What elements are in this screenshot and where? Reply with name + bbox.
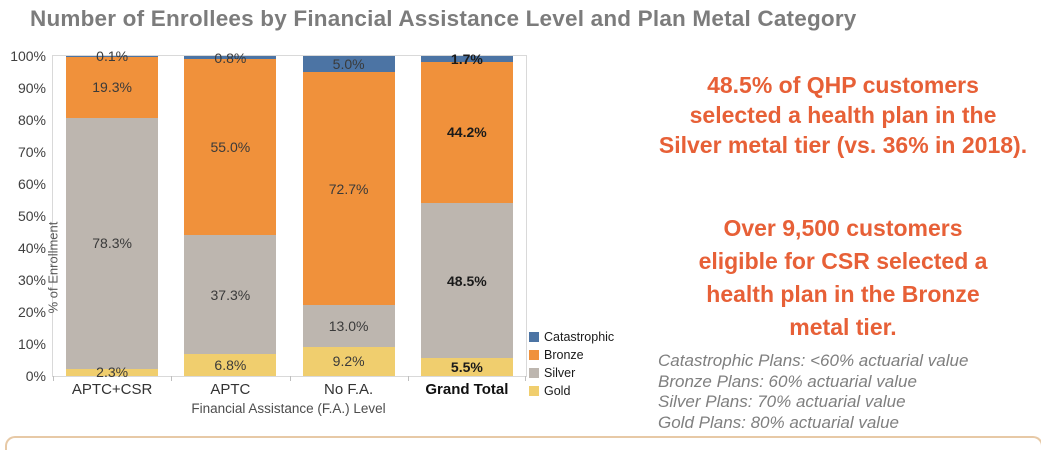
y-tick-label: 100% [10, 48, 53, 64]
x-axis-tick [408, 376, 409, 381]
legend: Catastrophic Bronze Silver Gold [529, 330, 614, 402]
y-tick-label: 40% [18, 240, 53, 256]
legend-label: Catastrophic [544, 330, 614, 344]
legend-swatch-icon [529, 332, 539, 342]
x-axis-title: Financial Assistance (F.A.) Level [52, 401, 525, 416]
data-label: 13.0% [303, 317, 395, 335]
footnotes: Catastrophic Plans: <60% actuarial value… [658, 351, 1038, 433]
data-label: 19.3% [66, 78, 158, 96]
x-tick-label: APTC+CSR [53, 381, 171, 398]
x-axis-tick [171, 376, 172, 381]
data-label: 44.2% [421, 123, 513, 141]
y-tick-label: 30% [18, 272, 53, 288]
data-label: 1.7% [421, 50, 513, 68]
footnote-gold: Gold Plans: 80% actuarial value [658, 413, 1038, 434]
x-axis-tick [53, 376, 54, 381]
y-tick-label: 60% [18, 176, 53, 192]
callout-silver-tier: 48.5% of QHP customers selected a health… [645, 70, 1041, 160]
y-tick-label: 0% [26, 368, 53, 384]
y-tick-label: 70% [18, 144, 53, 160]
data-label: 72.7% [303, 180, 395, 198]
footnote-bronze: Bronze Plans: 60% actuarial value [658, 372, 1038, 393]
data-label: 2.3% [66, 363, 158, 381]
chart-title: Number of Enrollees by Financial Assista… [30, 6, 1020, 32]
data-label: 6.8% [184, 356, 276, 374]
x-tick-label: APTC [171, 381, 289, 398]
y-tick-label: 20% [18, 304, 53, 320]
legend-item-catastrophic: Catastrophic [529, 330, 614, 344]
x-axis-tick [525, 376, 526, 381]
data-label: 48.5% [421, 272, 513, 290]
legend-swatch-icon [529, 368, 539, 378]
legend-label: Silver [544, 366, 575, 380]
stacked-bar-plot-area: % of Enrollment 0%10%20%30%40%50%60%70%8… [52, 55, 527, 377]
legend-item-gold: Gold [529, 384, 614, 398]
x-tick-label: Grand Total [408, 381, 526, 398]
x-axis-tick [290, 376, 291, 381]
x-tick-label: No F.A. [290, 381, 408, 398]
data-label: 0.8% [184, 49, 276, 67]
data-label: 78.3% [66, 234, 158, 252]
y-tick-label: 90% [18, 80, 53, 96]
legend-swatch-icon [529, 386, 539, 396]
callout-bronze-tier: Over 9,500 customers eligible for CSR se… [683, 212, 1003, 344]
footnote-silver: Silver Plans: 70% actuarial value [658, 392, 1038, 413]
legend-item-silver: Silver [529, 366, 614, 380]
legend-label: Bronze [544, 348, 584, 362]
data-label: 9.2% [303, 352, 395, 370]
data-label: 37.3% [184, 286, 276, 304]
legend-label: Gold [544, 384, 570, 398]
y-tick-label: 10% [18, 336, 53, 352]
legend-swatch-icon [529, 350, 539, 360]
y-axis-title: % of Enrollment [46, 222, 61, 314]
bottom-rule [5, 436, 1041, 450]
data-label: 55.0% [184, 138, 276, 156]
data-label: 5.0% [303, 55, 395, 73]
y-tick-label: 50% [18, 208, 53, 224]
footnote-catastrophic: Catastrophic Plans: <60% actuarial value [658, 351, 1038, 372]
data-label: 5.5% [421, 358, 513, 376]
y-tick-label: 80% [18, 112, 53, 128]
data-label: 0.1% [66, 47, 158, 65]
legend-item-bronze: Bronze [529, 348, 614, 362]
